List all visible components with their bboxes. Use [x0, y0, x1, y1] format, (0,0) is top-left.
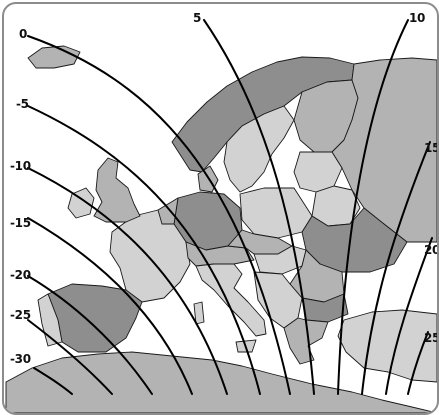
land-sweden: [223, 105, 295, 193]
meridian-label-0: 0: [19, 27, 27, 41]
meridian-line-20: [385, 237, 433, 395]
meridian-line-25: [407, 331, 429, 395]
meridian-label--20: -20: [10, 268, 31, 282]
meridian-line-0: [27, 35, 291, 395]
meridian-line--30: [33, 367, 73, 395]
meridian-line-10: [337, 19, 409, 395]
meridian-lines: [27, 19, 433, 395]
europe-map: -30 -25 -20 -15 -10 -5 0 5 10 15 20 25: [5, 11, 437, 413]
meridian-label--5: -5: [16, 97, 29, 111]
land-greece: [283, 317, 329, 365]
meridian-label--10: -10: [10, 159, 31, 173]
land-north-africa: [5, 351, 437, 413]
meridian-line-15: [361, 141, 431, 395]
meridian-line--15: [27, 217, 193, 395]
meridian-label-25: 25: [424, 331, 437, 345]
land-portugal: [37, 293, 63, 347]
meridian-label-10: 10: [409, 11, 425, 25]
meridian-line--25: [27, 319, 113, 395]
meridian-label-20: 20: [424, 243, 437, 257]
meridian-label-5: 5: [193, 11, 201, 25]
meridian-line--20: [27, 275, 153, 395]
meridian-label--25: -25: [10, 308, 31, 322]
meridian-line--5: [27, 105, 261, 395]
meridian-label-15: 15: [424, 141, 437, 155]
land-italy: [195, 263, 267, 337]
meridian-line--10: [27, 167, 228, 395]
meridian-line-5: [203, 19, 315, 395]
land-benelux: [157, 197, 179, 225]
meridian-label--30: -30: [10, 352, 31, 366]
land-poland: [239, 187, 313, 239]
meridian-label--15: -15: [10, 216, 31, 230]
land-iceland: [27, 45, 81, 69]
land-sardinia: [193, 301, 205, 325]
land-great-britain: [93, 157, 141, 223]
land-alps: [185, 241, 255, 267]
